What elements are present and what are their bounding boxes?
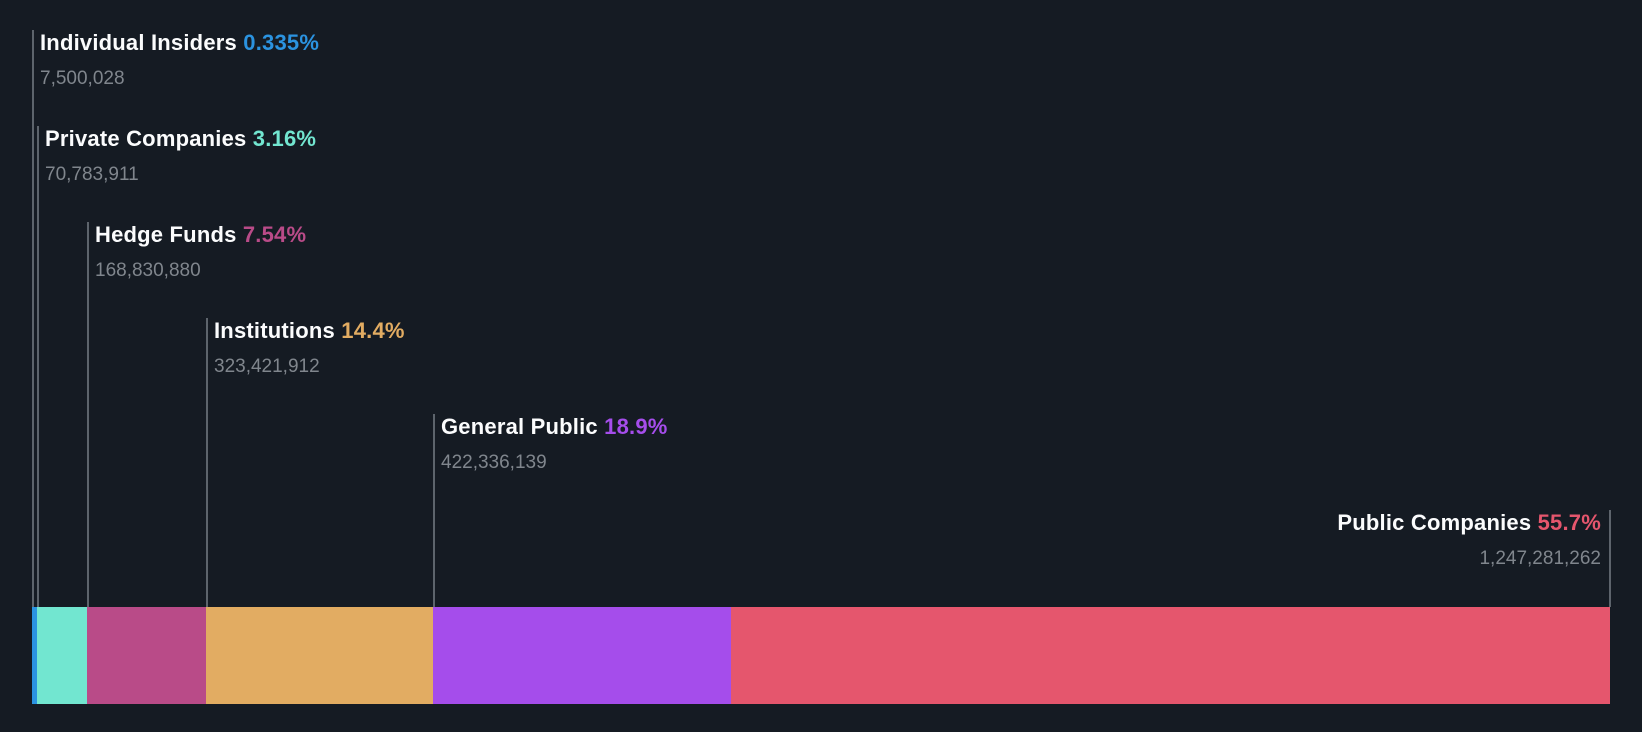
ownership-label: Institutions 14.4% 323,421,912 (214, 316, 405, 379)
owner-percent: 18.9% (604, 414, 668, 439)
owner-title: Public Companies 55.7% (1337, 508, 1601, 538)
ownership-label: Private Companies 3.16% 70,783,911 (45, 124, 316, 187)
owner-title: Individual Insiders 0.335% (40, 28, 319, 58)
ownership-label: General Public 18.9% 422,336,139 (441, 412, 668, 475)
bar-segment-general-public[interactable] (433, 607, 732, 704)
owner-name: Private Companies (45, 126, 247, 151)
owner-share-count: 1,247,281,262 (1479, 548, 1601, 569)
bar-segment-public-companies[interactable] (731, 607, 1610, 704)
owner-title: Institutions 14.4% (214, 316, 405, 346)
leader-line-public-companies (1609, 510, 1611, 607)
owner-percent: 0.335% (243, 30, 320, 55)
owner-share-count: 323,421,912 (214, 356, 320, 377)
bar-segment-hedge-funds[interactable] (87, 607, 207, 704)
owner-name: Institutions (214, 318, 335, 343)
owner-title: Hedge Funds 7.54% (95, 220, 306, 250)
ownership-label: Hedge Funds 7.54% 168,830,880 (95, 220, 306, 283)
owner-percent: 55.7% (1537, 510, 1601, 535)
owner-percent: 7.54% (242, 222, 307, 247)
leader-line-institutions (206, 318, 208, 607)
bar-segment-private-companies[interactable] (37, 607, 88, 704)
owner-share-count: 422,336,139 (441, 452, 547, 473)
owner-percent: 14.4% (341, 318, 405, 343)
bar-segment-institutions[interactable] (206, 607, 434, 704)
bar-segment-individual-insiders[interactable] (32, 607, 38, 704)
owner-share-count: 7,500,028 (40, 68, 125, 89)
owner-share-count: 70,783,911 (45, 164, 139, 185)
leader-line-individual-insiders (32, 30, 34, 607)
owner-title: General Public 18.9% (441, 412, 668, 442)
owner-name: Individual Insiders (40, 30, 237, 55)
owner-title: Private Companies 3.16% (45, 124, 316, 154)
leader-line-hedge-funds (87, 222, 89, 607)
owner-percent: 3.16% (252, 126, 317, 151)
leader-line-private-companies (37, 126, 39, 607)
ownership-label: Public Companies 55.7% 1,247,281,262 (1337, 508, 1601, 571)
owner-name: General Public (441, 414, 598, 439)
ownership-stacked-bar (32, 607, 1610, 704)
owner-share-count: 168,830,880 (95, 260, 201, 281)
owner-name: Hedge Funds (95, 222, 237, 247)
owner-name: Public Companies (1337, 510, 1532, 535)
ownership-label: Individual Insiders 0.335% 7,500,028 (40, 28, 319, 91)
leader-line-general-public (433, 414, 435, 607)
